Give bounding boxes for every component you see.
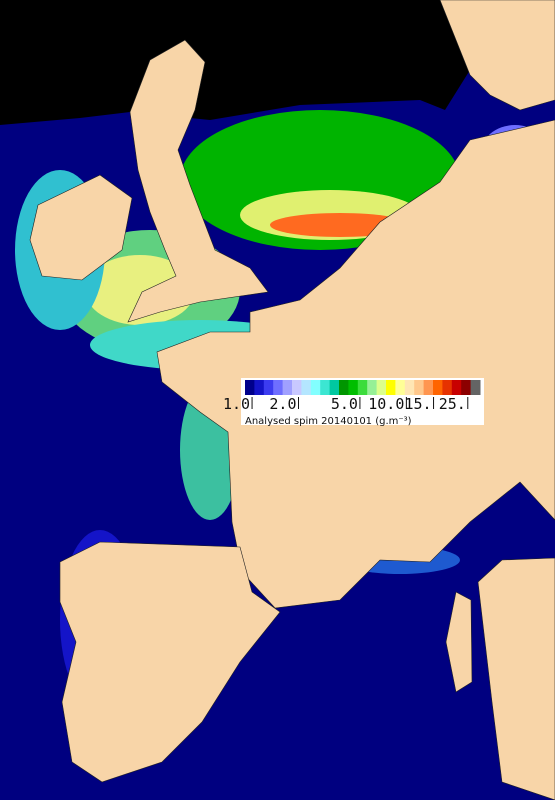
color-swatch bbox=[348, 380, 359, 395]
color-swatch bbox=[451, 380, 462, 395]
color-swatch bbox=[470, 380, 481, 395]
color-swatch bbox=[310, 380, 321, 395]
color-swatch bbox=[282, 380, 293, 395]
color-swatch bbox=[357, 380, 368, 395]
tick-label: 15. bbox=[404, 395, 431, 413]
legend-caption: Analysed spim 20140101 (g.m⁻³) bbox=[245, 416, 412, 427]
color-swatch bbox=[461, 380, 472, 395]
tick-label: 25. bbox=[439, 395, 466, 413]
color-swatch bbox=[395, 380, 406, 395]
color-swatch bbox=[367, 380, 378, 395]
color-swatch bbox=[292, 380, 302, 395]
color-swatch bbox=[254, 380, 265, 395]
tick-label: 1.0 bbox=[223, 395, 250, 413]
color-swatch bbox=[404, 380, 415, 395]
colorbar: 1.0 2.0 5.0 10.0 15. 25. bbox=[223, 378, 484, 425]
tick-label: 5.0 bbox=[331, 395, 358, 413]
color-swatch bbox=[423, 380, 434, 395]
color-swatch bbox=[301, 380, 312, 395]
land bbox=[445, 591, 473, 693]
color-swatch bbox=[442, 380, 453, 395]
color-swatch bbox=[245, 380, 255, 395]
land bbox=[127, 39, 269, 323]
color-swatch bbox=[329, 380, 340, 395]
color-swatch bbox=[414, 380, 425, 395]
color-swatch bbox=[263, 380, 274, 395]
land bbox=[439, 0, 555, 111]
color-swatch bbox=[376, 380, 387, 395]
land bbox=[59, 541, 281, 783]
color-swatch bbox=[273, 380, 284, 395]
color-swatch bbox=[386, 380, 396, 395]
color-swatch bbox=[339, 380, 349, 395]
land bbox=[477, 557, 555, 800]
land bbox=[29, 174, 133, 281]
color-swatch bbox=[433, 380, 443, 395]
tick-label: 10.0 bbox=[368, 395, 404, 413]
land bbox=[156, 119, 555, 609]
color-swatch bbox=[320, 380, 331, 395]
tick-label: 2.0 bbox=[269, 395, 296, 413]
